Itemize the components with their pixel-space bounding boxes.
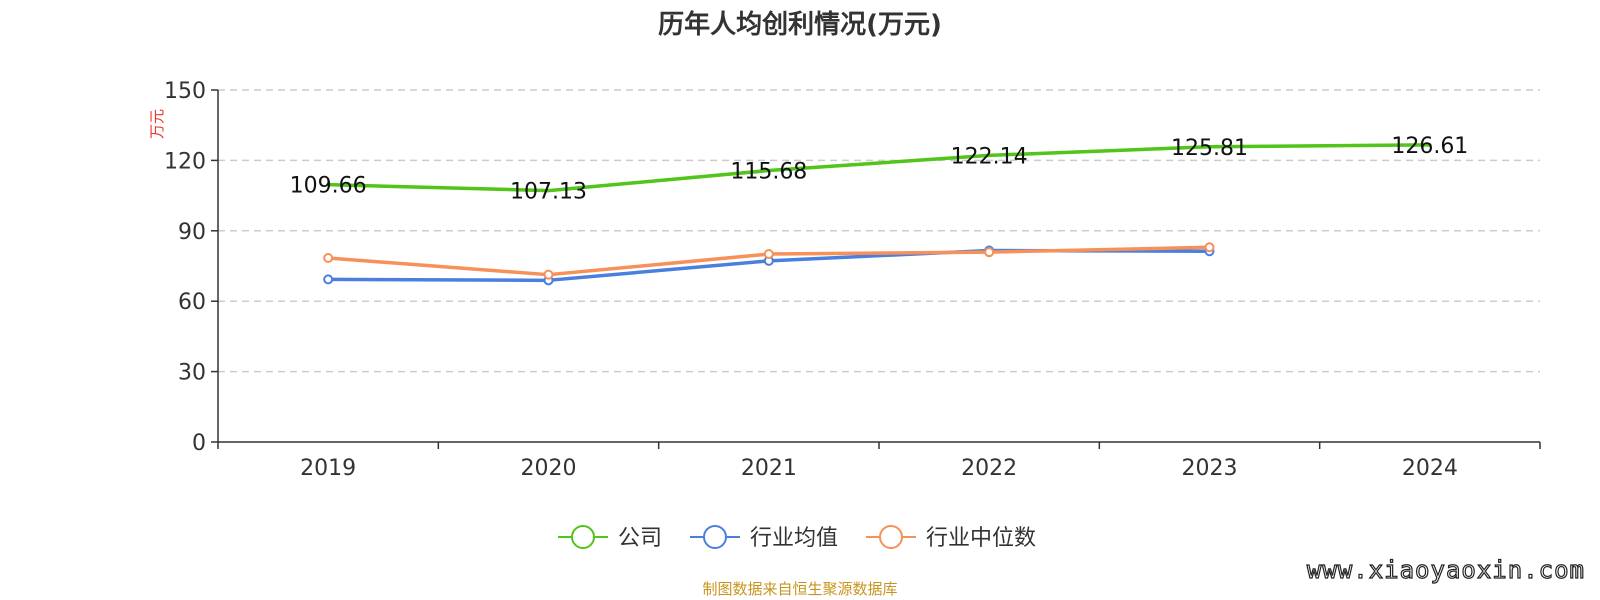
series-point-2 xyxy=(984,247,995,258)
data-labels: 109.66 107.13 115.68 122.14 125.81 126.61 xyxy=(290,134,1469,205)
legend-item: 行业中位数 xyxy=(866,525,1036,551)
data-label: 107.13 xyxy=(510,180,587,205)
x-tick-label: 2021 xyxy=(741,456,797,481)
data-label: 125.81 xyxy=(1171,136,1248,161)
x-tick-label: 2023 xyxy=(1182,456,1238,481)
legend-marker xyxy=(879,525,903,549)
data-label: 122.14 xyxy=(951,144,1028,169)
source-note: 制图数据来自恒生聚源数据库 xyxy=(702,580,897,598)
y-tick-label: 0 xyxy=(192,431,206,456)
series-group xyxy=(323,143,1432,286)
legend-item: 行业均值 xyxy=(690,525,838,551)
series-point-2 xyxy=(323,253,334,264)
x-tick-label: 2022 xyxy=(961,456,1017,481)
legend-label: 公司 xyxy=(618,526,662,551)
y-tick-label: 120 xyxy=(164,149,206,174)
legend-marker xyxy=(703,525,727,549)
y-axis-label: 万元 xyxy=(148,109,166,139)
x-tick-label: 2019 xyxy=(300,456,356,481)
data-label: 126.61 xyxy=(1391,134,1468,159)
legend-label: 行业中位数 xyxy=(926,526,1036,551)
legend-label: 行业均值 xyxy=(750,526,838,551)
watermark: www.xiaoyaoxin.com xyxy=(1307,556,1585,584)
y-tick-label: 60 xyxy=(178,290,206,315)
y-tick-label: 30 xyxy=(178,361,206,386)
series-point-2 xyxy=(763,249,774,260)
data-label: 109.66 xyxy=(290,174,367,199)
axes: 0 30 60 90 120 150 2019 2020 2021 2022 2023 2024 xyxy=(164,79,1541,481)
legend-item: 公司 xyxy=(558,525,662,551)
y-tick-label: 90 xyxy=(178,220,206,245)
series-point-2 xyxy=(1204,242,1215,253)
legend-marker xyxy=(571,525,595,549)
x-tick-label: 2024 xyxy=(1402,456,1458,481)
series-line-0 xyxy=(326,143,1432,193)
series-point-2 xyxy=(543,269,554,280)
x-tick-label: 2020 xyxy=(521,456,577,481)
chart-title: 历年人均创利情况(万元) xyxy=(658,9,942,40)
data-label: 115.68 xyxy=(730,160,807,185)
legend: 公司 行业均值 行业中位数 xyxy=(558,525,1036,551)
grid-lines xyxy=(218,89,1540,373)
y-tick-label: 150 xyxy=(164,79,206,104)
series-point-1 xyxy=(323,274,334,285)
